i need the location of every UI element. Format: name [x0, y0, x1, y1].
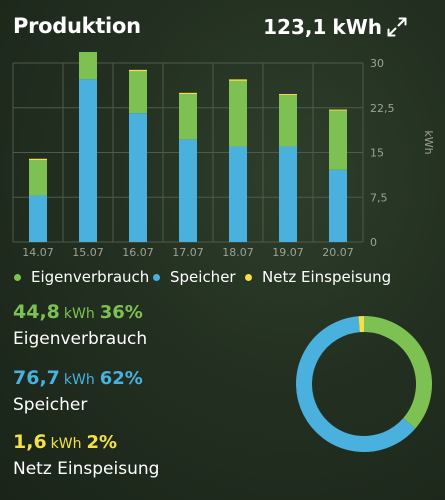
stat-percent-sign: % — [124, 368, 143, 389]
total-production: 123,1 kWh — [263, 15, 382, 39]
bar-segment-netz-einspeisung — [29, 158, 47, 161]
bar-segment-netz-einspeisung — [279, 94, 297, 96]
y-tick-label: 30 — [370, 57, 384, 70]
x-tick-label: 14.07 — [22, 246, 54, 259]
legend-label: Eigenverbrauch — [31, 268, 150, 286]
legend-dot-eigenverbrauch — [14, 273, 21, 281]
legend-dot-speicher — [153, 273, 160, 281]
bar-segment-speicher — [79, 79, 97, 242]
y-tick-label: 15 — [370, 147, 384, 160]
stat-percent: 2 — [86, 432, 100, 453]
stat-unit: kWh — [63, 372, 95, 388]
legend-label: Netz Einspeisung — [262, 268, 392, 286]
y-tick-label: 22,5 — [370, 102, 395, 115]
x-tick-label: 17.07 — [172, 246, 204, 259]
chart-legend: Eigenverbrauch Speicher Netz Einspeisung — [0, 268, 445, 292]
stat-value: 76,7 — [13, 367, 60, 389]
stat-percent: 36 — [99, 302, 125, 323]
total-value: 123,1 — [263, 15, 327, 39]
stat-percent-sign: % — [124, 302, 143, 323]
total-unit: kWh — [332, 15, 382, 39]
bar-segment-netz-einspeisung — [129, 69, 147, 72]
stat-value: 1,6 — [13, 431, 47, 453]
stat-percent-sign: % — [99, 432, 118, 453]
stat-values: 44,8 kWh 36% — [13, 300, 147, 326]
legend-item-speicher: Speicher — [153, 268, 236, 286]
expand-arrows-icon — [387, 17, 407, 37]
x-tick-label: 15.07 — [72, 246, 104, 259]
bar-segment-speicher — [129, 113, 147, 242]
bar-segment-eigenverbrauch — [29, 160, 47, 196]
legend-label: Speicher — [170, 268, 236, 286]
x-tick-label: 20.07 — [322, 246, 354, 259]
stat-values: 1,6 kWh 2% — [13, 430, 159, 456]
bar-segment-netz-einspeisung — [329, 109, 347, 111]
stat-label: Speicher — [13, 395, 88, 415]
y-axis-label: kWh — [422, 130, 435, 154]
bar-segment-eigenverbrauch — [79, 52, 97, 80]
stat-eigenverbrauch: 44,8 kWh 36% Eigenverbrauch — [13, 300, 147, 350]
bar-segment-eigenverbrauch — [129, 71, 147, 114]
stat-values: 76,7 kWh 62% — [13, 366, 143, 392]
distribution-donut-chart — [296, 316, 432, 452]
stat-label: Eigenverbrauch — [13, 329, 148, 349]
stat-speicher: 76,7 kWh 62% Speicher — [13, 366, 143, 416]
bar-segment-eigenverbrauch — [329, 110, 347, 170]
stat-label: Netz Einspeisung — [13, 459, 160, 479]
bar-segment-speicher — [29, 195, 47, 242]
x-tick-label: 16.07 — [122, 246, 154, 259]
x-tick-label: 18.07 — [222, 246, 254, 259]
x-tick-label: 19.07 — [272, 246, 304, 259]
bar-segment-speicher — [229, 146, 247, 242]
bar-segment-eigenverbrauch — [279, 95, 297, 147]
bar-segment-speicher — [279, 146, 297, 242]
bar-segment-eigenverbrauch — [179, 94, 197, 140]
bar-segment-netz-einspeisung — [179, 92, 197, 95]
y-tick-label: 7,5 — [370, 191, 388, 204]
legend-item-netz: Netz Einspeisung — [245, 268, 391, 286]
stat-unit: kWh — [50, 436, 82, 452]
bar-segment-speicher — [329, 169, 347, 242]
page-title: Produktion — [13, 14, 141, 38]
donut-slice-speicher — [296, 316, 416, 452]
stat-netz-einspeisung: 1,6 kWh 2% Netz Einspeisung — [13, 430, 159, 480]
header: Produktion 123,1 kWh — [0, 0, 445, 56]
donut-slice-eigenverbrauch — [363, 316, 432, 429]
stat-percent: 62 — [99, 368, 125, 389]
expand-button[interactable] — [384, 14, 410, 40]
legend-dot-netz — [245, 273, 252, 281]
production-bar-chart: 30 22,5 15 7,5 0 kWh 14.07 15.07 16.07 17.07 18.07… — [12, 52, 435, 259]
bar-segment-speicher — [179, 139, 197, 242]
bar-segment-eigenverbrauch — [229, 80, 247, 147]
stat-value: 44,8 — [13, 301, 60, 323]
stat-unit: kWh — [63, 306, 95, 322]
legend-item-eigenverbrauch: Eigenverbrauch — [14, 268, 149, 286]
y-tick-label: 0 — [370, 236, 377, 249]
bar-segment-netz-einspeisung — [229, 79, 247, 81]
